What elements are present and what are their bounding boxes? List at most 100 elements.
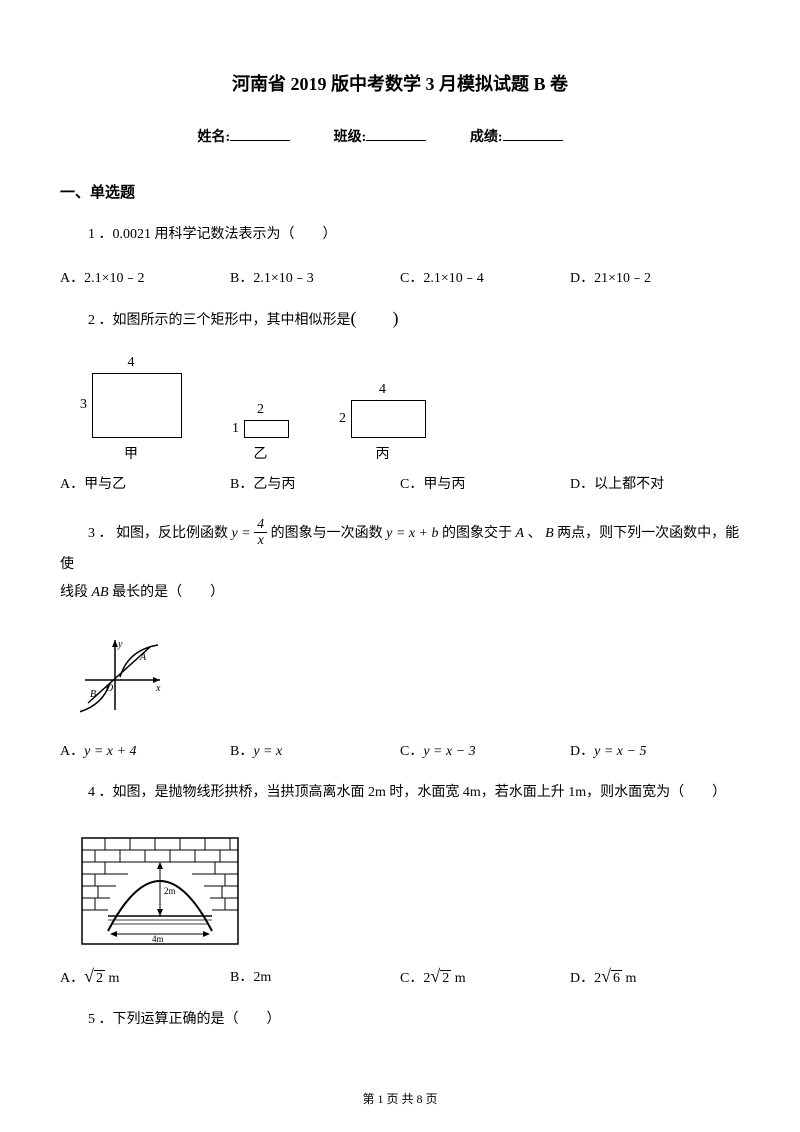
- rect2-left: 1: [232, 421, 239, 437]
- q3-opt-c[interactable]: C．y = x − 3: [400, 740, 570, 760]
- q4c-unit: m: [451, 971, 465, 986]
- q3d-eq: y = x − 5: [594, 744, 646, 759]
- q4-bridge-diagram: 2m 4m: [80, 836, 240, 946]
- name-label: 姓名:: [197, 130, 230, 145]
- q3-graph: A B y x O: [80, 635, 170, 715]
- q3-pre: 3 ． 如图，反比例函数: [88, 526, 228, 541]
- q4-opt-c[interactable]: C．2√2 m: [400, 966, 570, 987]
- q3-frac-den: x: [254, 533, 267, 550]
- question-4: 4 ．如图，是抛物线形拱桥，当拱顶高离水面 2m 时，水面宽 4m，若水面上升 …: [60, 780, 740, 805]
- student-info-line: 姓名: 班级: 成绩:: [60, 126, 740, 146]
- q3-mid2: 的图象交于: [442, 526, 512, 541]
- score-label: 成绩:: [470, 130, 503, 145]
- svg-text:4m: 4m: [152, 934, 164, 944]
- q3-eq2: y = x + b: [386, 526, 438, 541]
- q2-opt-c[interactable]: C．甲与丙: [400, 473, 570, 493]
- q3-frac-num: 4: [254, 518, 267, 533]
- q2-text: 2 ．如图所示的三个矩形中，其中相似形是( ): [60, 302, 740, 334]
- rect2-top: 2: [257, 402, 264, 418]
- sqrt-icon: √2: [430, 966, 451, 987]
- sqrt-icon: √6: [601, 966, 622, 987]
- question-2: 2 ．如图所示的三个矩形中，其中相似形是( ): [60, 302, 740, 334]
- page-footer: 第 1 页 共 8 页: [0, 1090, 800, 1107]
- page-title: 河南省 2019 版中考数学 3 月模拟试题 B 卷: [60, 70, 740, 96]
- rect3-box: [351, 400, 426, 438]
- q3d-label: D．: [570, 744, 594, 759]
- q4a-val: 2: [94, 970, 105, 986]
- rect1-box: [92, 373, 182, 438]
- svg-text:y: y: [117, 639, 123, 650]
- q4d-label: D．2: [570, 971, 601, 986]
- rect2-box: [244, 420, 289, 438]
- sqrt-icon: √2: [84, 966, 105, 987]
- q2-opt-a[interactable]: A．甲与乙: [60, 473, 230, 493]
- q1-opt-c[interactable]: C．2.1×10﹣4: [400, 267, 570, 287]
- section-1-title: 一、单选题: [60, 181, 740, 202]
- class-label: 班级:: [334, 130, 367, 145]
- q4a-unit: m: [105, 971, 119, 986]
- q4-opt-d[interactable]: D．2√6 m: [570, 966, 740, 987]
- q3-pA: A: [516, 526, 525, 541]
- q1-opt-a[interactable]: A．2.1×10﹣2: [60, 267, 230, 287]
- q4-opt-a[interactable]: A．√2 m: [60, 966, 230, 987]
- svg-text:2m: 2m: [164, 886, 176, 896]
- question-1: 1 ．0.0021 用科学记数法表示为（ ）: [60, 222, 740, 247]
- rect1-left: 3: [80, 397, 87, 413]
- svg-text:B: B: [90, 689, 96, 700]
- svg-text:O: O: [106, 683, 113, 694]
- q4c-val: 2: [440, 970, 451, 986]
- q2-text-span: 2 ．如图所示的三个矩形中，其中相似形是: [88, 313, 351, 328]
- q5-text: 5 ．下列运算正确的是（ ）: [60, 1007, 740, 1032]
- q3-l2-post: 最长的是（ ）: [112, 585, 224, 600]
- q1-opt-d[interactable]: D．21×10﹣2: [570, 267, 740, 287]
- rect1-top: 4: [128, 355, 135, 371]
- q3-opt-a[interactable]: A．y = x + 4: [60, 740, 230, 760]
- rect-yi: 2 1 乙: [232, 402, 289, 463]
- q4-text: 4 ．如图，是抛物线形拱桥，当拱顶高离水面 2m 时，水面宽 4m，若水面上升 …: [60, 780, 740, 805]
- q3a-eq: y = x + 4: [84, 744, 136, 759]
- q2-opt-d[interactable]: D．以上都不对: [570, 473, 740, 493]
- q1-options: A．2.1×10﹣2 B．2.1×10﹣3 C．2.1×10﹣4 D．21×10…: [60, 267, 740, 287]
- q1-opt-b[interactable]: B．2.1×10﹣3: [230, 267, 400, 287]
- q4-options: A．√2 m B．2m C．2√2 m D．2√6 m: [60, 966, 740, 987]
- q3-pB: B: [545, 526, 554, 541]
- q3-l2-pre: 线段: [60, 585, 88, 600]
- q3c-eq: y = x − 3: [423, 744, 475, 759]
- q3-fraction: 4x: [254, 518, 267, 550]
- rect3-left: 2: [339, 411, 346, 427]
- rect-jia: 4 3 甲: [80, 355, 182, 463]
- q1-text: 1 ．0.0021 用科学记数法表示为（ ）: [60, 222, 740, 247]
- q3c-label: C．: [400, 744, 423, 759]
- q3-options: A．y = x + 4 B．y = x C．y = x − 3 D．y = x …: [60, 740, 740, 760]
- q2-rectangles: 4 3 甲 2 1 乙 4 2 丙: [60, 355, 740, 463]
- q3-opt-b[interactable]: B．y = x: [230, 740, 400, 760]
- q3b-eq: y = x: [253, 744, 282, 759]
- class-blank[interactable]: [366, 140, 426, 141]
- q3-text: 3 ． 如图，反比例函数 y = 4x 的图象与一次函数 y = x + b 的…: [60, 518, 740, 581]
- q3-mid1: 的图象与一次函数: [271, 526, 383, 541]
- rect2-bottom: 乙: [254, 443, 268, 463]
- svg-text:A: A: [139, 652, 147, 663]
- q3-eq1-lhs: y =: [232, 526, 255, 541]
- rect-bing: 4 2 丙: [339, 382, 426, 463]
- q3-line2: 线段 AB 最长的是（ ）: [60, 580, 740, 605]
- question-3: 3 ． 如图，反比例函数 y = 4x 的图象与一次函数 y = x + b 的…: [60, 518, 740, 606]
- rect3-bottom: 丙: [376, 443, 390, 463]
- q3-AB: AB: [92, 585, 109, 600]
- q4c-label: C．2: [400, 971, 430, 986]
- rect3-top: 4: [379, 382, 386, 398]
- question-5: 5 ．下列运算正确的是（ ）: [60, 1007, 740, 1032]
- name-blank[interactable]: [230, 140, 290, 141]
- q2-options: A．甲与乙 B．乙与丙 C．甲与丙 D．以上都不对: [60, 473, 740, 493]
- q3a-label: A．: [60, 744, 84, 759]
- rect1-bottom: 甲: [124, 443, 138, 463]
- q4a-label: A．: [60, 971, 84, 986]
- q3-mid3: 、: [528, 526, 542, 541]
- q4d-unit: m: [622, 971, 636, 986]
- svg-text:x: x: [155, 683, 161, 694]
- q3b-label: B．: [230, 744, 253, 759]
- q3-opt-d[interactable]: D．y = x − 5: [570, 740, 740, 760]
- q4-opt-b[interactable]: B．2m: [230, 966, 400, 987]
- score-blank[interactable]: [503, 140, 563, 141]
- q2-opt-b[interactable]: B．乙与丙: [230, 473, 400, 493]
